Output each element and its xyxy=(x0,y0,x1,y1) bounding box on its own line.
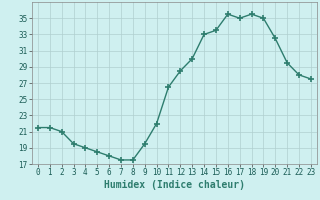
X-axis label: Humidex (Indice chaleur): Humidex (Indice chaleur) xyxy=(104,180,245,190)
